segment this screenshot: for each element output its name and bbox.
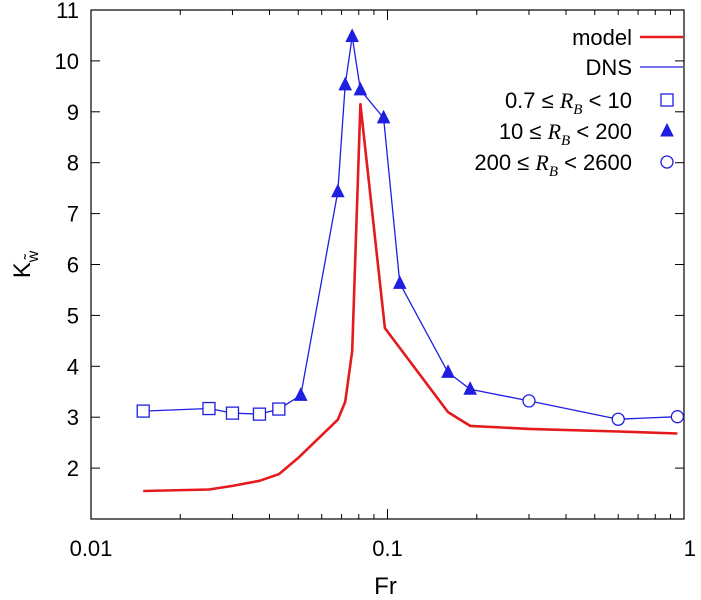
y-tick-label: 5 — [67, 303, 79, 328]
x-tick-label: 0.01 — [70, 536, 113, 561]
legend-label-square: 0.7 ≤ RB < 10 — [505, 88, 632, 118]
data-point-triangle — [392, 275, 407, 289]
data-point-circle — [522, 394, 536, 408]
y-tick-label: 3 — [67, 405, 79, 430]
axis-ticks: 2 3 4 5 6 7 8 9 10 11 0.01 0.1 1 — [55, 0, 696, 561]
data-point-square — [252, 407, 267, 421]
data-point-triangle — [441, 364, 455, 378]
y-tick-label: 9 — [67, 100, 79, 125]
data-point-triangle — [345, 28, 359, 42]
legend-marker-circle — [660, 155, 674, 169]
data-point-square — [202, 401, 216, 416]
x-tick-label: 0.1 — [372, 536, 403, 561]
y-tick-label: 6 — [67, 253, 79, 278]
x-axis-title: Fr — [374, 573, 397, 600]
legend-label-triangle: 10 ≤ RB < 200 — [499, 119, 632, 149]
x-tick-label: 1 — [684, 536, 696, 561]
data-point-circle — [611, 412, 625, 426]
axis-labels: Fr Kw̃ — [9, 250, 397, 600]
data-point-square — [272, 402, 286, 416]
data-point-triangle — [338, 76, 353, 91]
data-point-square — [225, 406, 240, 420]
legend-label-model: model — [572, 25, 632, 50]
y-tick-label: 2 — [67, 456, 79, 481]
y-tick-label: 10 — [55, 49, 79, 74]
series-line-model — [143, 102, 678, 493]
y-axis-title-subscript: w̃ — [22, 250, 42, 263]
y-tick-label: 7 — [67, 202, 79, 227]
data-point-triangle — [463, 381, 477, 395]
data-point-triangle — [353, 81, 368, 96]
series-markers — [136, 28, 685, 426]
legend-marker-triangle — [660, 122, 674, 137]
data-point-triangle — [293, 387, 308, 401]
legend-marker-square — [660, 93, 674, 107]
y-axis-title: Kw̃ — [9, 250, 42, 278]
y-axis-title-main: K — [9, 262, 36, 278]
legend-label-circle: 200 ≤ RB < 2600 — [474, 150, 632, 180]
plot-border — [90, 9, 685, 520]
legend-label-dns: DNS — [586, 55, 632, 80]
data-point-square — [136, 404, 150, 418]
data-point-triangle — [331, 183, 345, 198]
y-tick-label: 4 — [67, 354, 79, 379]
plot-frame — [90, 9, 685, 520]
data-point-triangle — [376, 109, 391, 124]
y-tick-label: 8 — [67, 151, 79, 176]
data-point-circle — [670, 410, 685, 424]
y-tick-label: 11 — [56, 0, 79, 23]
